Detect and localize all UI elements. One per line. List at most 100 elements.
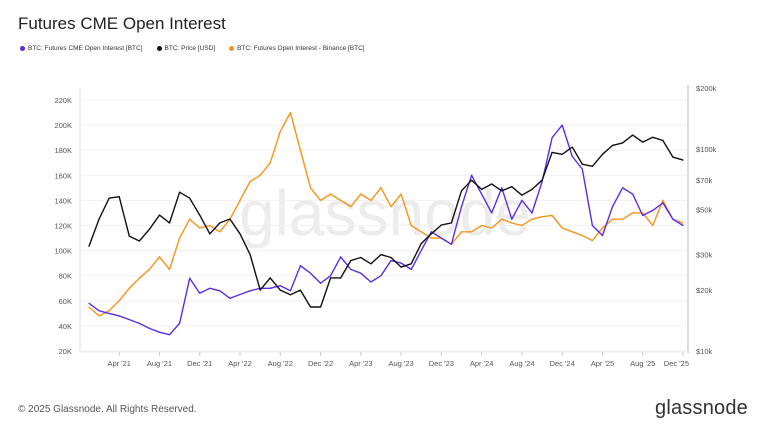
x-tick-label: Apr '23: [349, 359, 373, 368]
data-point: [289, 111, 291, 114]
data-point: [430, 231, 432, 233]
legend-item-cme[interactable]: BTC: Futures CME Open Interest [BTC]: [20, 45, 143, 52]
legend-item-binance[interactable]: BTC: Futures Open Interest - Binance [BT…: [229, 45, 365, 52]
data-point: [460, 206, 463, 208]
y-left-tick-label: 60K: [59, 297, 72, 306]
data-point: [380, 253, 382, 256]
data-point: [158, 214, 161, 216]
data-point: [209, 287, 211, 289]
data-point: [98, 218, 100, 220]
y-right-tick-label: $100k: [696, 145, 717, 154]
data-point: [209, 233, 211, 235]
data-point: [229, 218, 231, 220]
data-point: [601, 227, 604, 229]
data-point: [621, 187, 624, 189]
series-line-cme-oi[interactable]: [88, 124, 684, 336]
data-point: [279, 289, 281, 291]
data-point: [642, 141, 644, 143]
data-point: [541, 179, 543, 181]
data-point: [652, 136, 654, 138]
data-point: [289, 290, 291, 292]
data-point: [481, 224, 483, 227]
data-point: [259, 289, 261, 291]
data-point: [148, 228, 151, 230]
series-line-binance-oi[interactable]: [88, 111, 684, 317]
data-point: [642, 214, 644, 217]
data-point: [481, 188, 483, 191]
y-left-tick-label: 140K: [54, 196, 72, 205]
data-point: [128, 319, 130, 321]
data-point: [511, 218, 513, 220]
y-left-tick-label: 120K: [54, 222, 72, 231]
data-point: [682, 222, 684, 224]
data-point: [249, 180, 251, 183]
data-point: [450, 243, 453, 245]
data-point: [390, 256, 392, 259]
data-point: [299, 149, 302, 151]
data-point: [360, 193, 362, 195]
data-point: [340, 277, 342, 279]
x-tick-label: Aug '24: [509, 359, 534, 368]
data-point: [440, 237, 442, 239]
data-point: [340, 199, 342, 201]
x-tick-label: Apr '24: [470, 359, 494, 368]
y-left-tick-label: 80K: [59, 272, 72, 281]
data-point: [299, 289, 302, 291]
data-point: [249, 290, 251, 292]
data-point: [561, 227, 563, 229]
data-point: [511, 186, 513, 188]
data-point: [118, 300, 120, 302]
data-point: [611, 206, 614, 208]
data-point: [611, 144, 614, 147]
data-point: [470, 231, 473, 233]
y-right-tick-label: $70k: [696, 176, 713, 185]
data-point: [219, 222, 221, 224]
data-point: [199, 292, 201, 294]
data-point: [299, 265, 302, 267]
data-point: [440, 224, 442, 226]
legend-item-price[interactable]: BTC: Price [USD]: [156, 45, 216, 52]
data-point: [158, 331, 161, 333]
data-point: [319, 282, 322, 284]
data-point: [531, 212, 533, 214]
data-point: [581, 168, 583, 170]
legend-label: BTC: Price [USD]: [164, 45, 216, 52]
data-point: [370, 199, 372, 201]
data-point: [551, 214, 553, 217]
legend-dot: [20, 46, 25, 51]
data-point: [360, 256, 362, 259]
data-point: [571, 231, 573, 233]
watermark: glassnode: [239, 177, 531, 249]
data-point: [319, 199, 322, 201]
data-point: [491, 212, 493, 214]
series-line-price[interactable]: [88, 134, 684, 308]
data-point: [591, 165, 593, 167]
data-point: [229, 297, 231, 299]
data-point: [652, 224, 654, 227]
data-point: [541, 216, 543, 218]
legend-dot: [156, 46, 162, 51]
data-point: [491, 183, 493, 185]
data-point: [662, 199, 664, 201]
data-point: [118, 315, 120, 317]
data-point: [128, 235, 130, 237]
data-point: [88, 306, 90, 308]
data-point: [501, 218, 503, 220]
data-point: [239, 199, 241, 201]
data-point: [460, 190, 463, 192]
data-point: [350, 268, 352, 271]
data-point: [380, 187, 382, 189]
data-point: [521, 224, 523, 227]
x-tick-label: Aug '22: [268, 359, 293, 368]
data-point: [148, 268, 151, 271]
data-point: [128, 287, 130, 289]
data-point: [269, 162, 271, 164]
data-point: [279, 130, 281, 132]
data-point: [400, 262, 402, 264]
data-point: [470, 174, 473, 176]
data-point: [179, 237, 181, 239]
data-point: [209, 224, 211, 227]
data-point: [662, 202, 664, 204]
legend-dot: [229, 46, 235, 51]
